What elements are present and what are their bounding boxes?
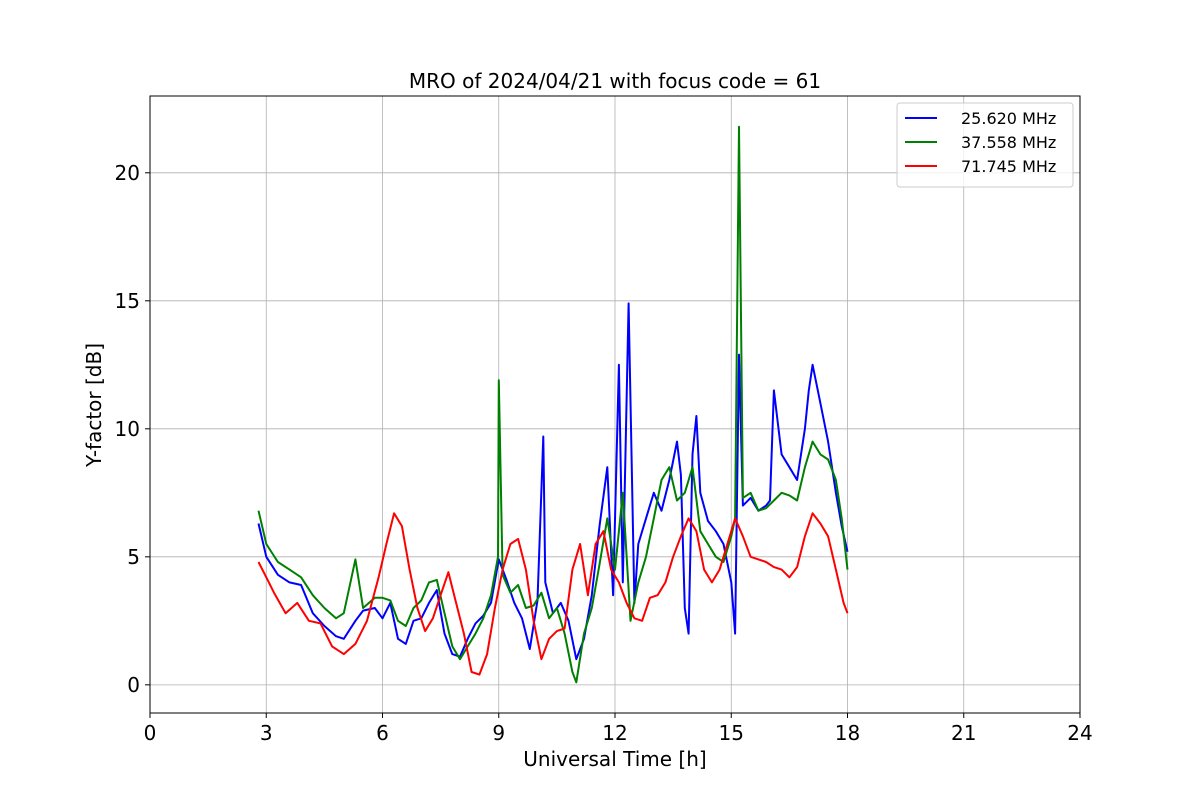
- x-tick-label: 12: [602, 721, 627, 745]
- legend-label: 37.558 MHz: [961, 133, 1056, 152]
- series-layer: [257, 125, 849, 684]
- x-tick-label: 24: [1067, 721, 1092, 745]
- x-tick-label: 3: [260, 721, 273, 745]
- legend-box: [896, 102, 1074, 188]
- y-tick-label: 15: [115, 289, 140, 313]
- x-tick-label: 21: [951, 721, 976, 745]
- chart-title: MRO of 2024/04/21 with focus code = 61: [409, 69, 821, 93]
- x-tick-label: 6: [376, 721, 389, 745]
- series-line-1: [257, 125, 849, 684]
- y-tick-label: 10: [115, 417, 140, 441]
- legend-label: 25.620 MHz: [961, 109, 1056, 128]
- y-tick-label: 0: [127, 673, 140, 697]
- x-axis-label: Universal Time [h]: [523, 747, 706, 771]
- ticks: 0 3 6 9 12 15 18 21 24 0 5 10 15 20: [115, 161, 1093, 745]
- x-tick-label: 0: [144, 721, 157, 745]
- legend-label: 71.745 MHz: [961, 157, 1056, 176]
- x-tick-label: 9: [492, 721, 505, 745]
- y-tick-label: 5: [127, 545, 140, 569]
- x-tick-label: 15: [719, 721, 744, 745]
- y-tick-label: 20: [115, 161, 140, 185]
- series-line-2: [257, 512, 849, 676]
- legend: 25.620 MHz 37.558 MHz 71.745 MHz: [896, 102, 1074, 188]
- x-tick-label: 18: [835, 721, 860, 745]
- y-axis-label: Y-factor [dB]: [82, 343, 106, 468]
